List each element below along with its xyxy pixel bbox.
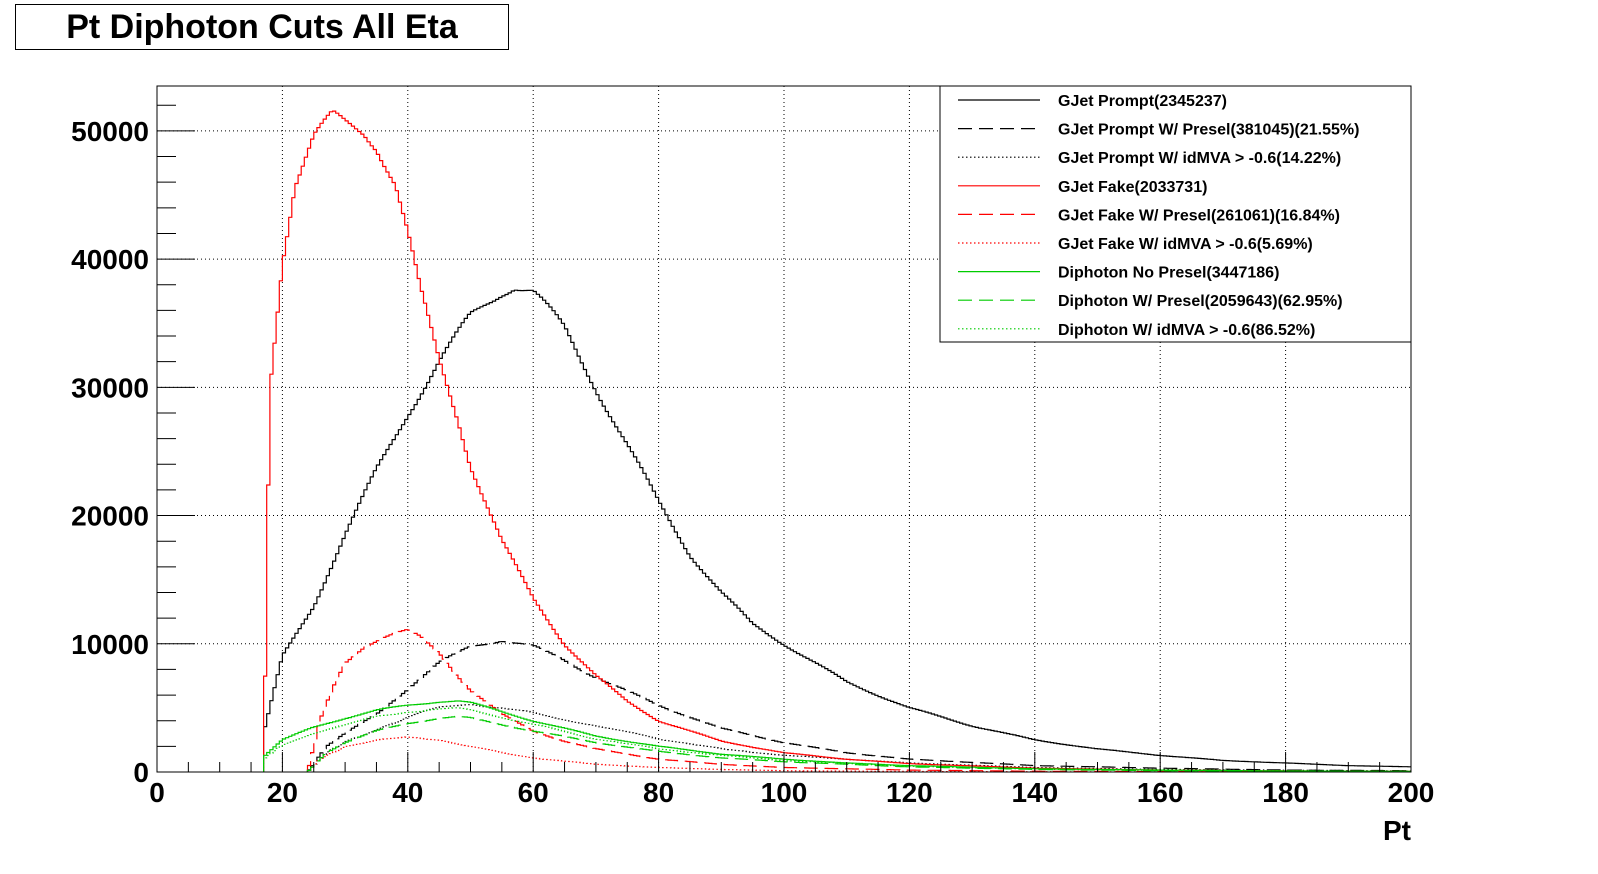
legend-label-7: Diphoton No Presel(3447186)	[1058, 265, 1279, 282]
x-tick-label: 200	[1388, 777, 1435, 808]
x-tick-label: 20	[267, 777, 298, 808]
series-line-6	[306, 736, 1411, 773]
legend: GJet Prompt(2345237) GJet Prompt W/ Prese…	[939, 85, 1412, 343]
chart-title: Pt Diphoton Cuts All Eta	[15, 4, 509, 50]
y-tick-label: 40000	[71, 244, 149, 275]
y-tick-label: 0	[133, 757, 149, 788]
legend-label-3: GJet Prompt W/ idMVA > -0.6(14.22%)	[1058, 150, 1341, 167]
series-line-9	[263, 707, 1411, 773]
y-tick-label: 30000	[71, 372, 149, 403]
x-tick-label: 40	[392, 777, 423, 808]
y-tick-label: 50000	[71, 116, 149, 147]
series-line-8	[306, 715, 1411, 773]
y-tick-label: 20000	[71, 501, 149, 532]
x-axis-title: Pt	[1383, 815, 1411, 846]
x-tick-label: 80	[643, 777, 674, 808]
x-tick-label: 140	[1011, 777, 1058, 808]
y-tick-label: 10000	[71, 629, 149, 660]
legend-box	[939, 85, 1412, 343]
legend-label-4: GJet Fake(2033731)	[1058, 179, 1207, 196]
legend-label-6: GJet Fake W/ idMVA > -0.6(5.69%)	[1058, 236, 1313, 253]
x-tick-label: 60	[518, 777, 549, 808]
legend-label-2: GJet Prompt W/ Presel(381045)(21.55%)	[1058, 122, 1359, 139]
x-tick-label: 160	[1137, 777, 1184, 808]
x-tick-label: 180	[1262, 777, 1309, 808]
series-line-1	[263, 289, 1411, 772]
legend-label-9: Diphoton W/ idMVA > -0.6(86.52%)	[1058, 322, 1315, 339]
x-tick-label: 120	[886, 777, 933, 808]
series-line-2	[306, 641, 1411, 772]
axis-layer: 0 20 40 60 80 100 120 140 160 180 200 0 10000 20000 30…	[71, 104, 1435, 808]
series-line-5	[306, 629, 1411, 773]
legend-label-1: GJet Prompt(2345237)	[1058, 93, 1227, 110]
x-tick-label: 100	[761, 777, 808, 808]
series-line-7	[263, 700, 1411, 772]
x-tick-label: 0	[149, 777, 165, 808]
legend-label-5: GJet Fake W/ Presel(261061)(16.84%)	[1058, 207, 1340, 224]
legend-label-8: Diphoton W/ Presel(2059643)(62.95%)	[1058, 293, 1343, 310]
